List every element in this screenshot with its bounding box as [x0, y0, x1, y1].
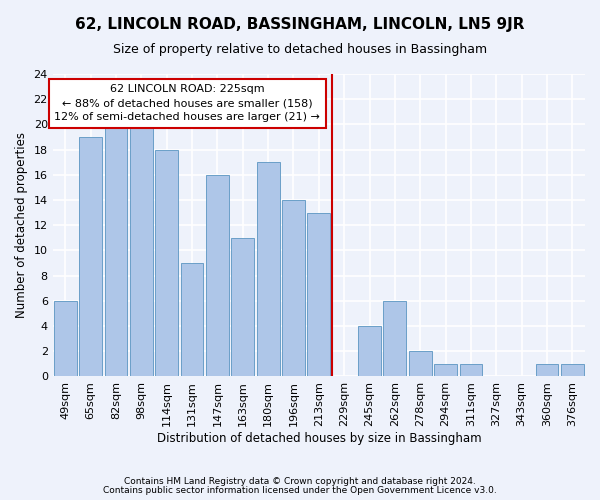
- Y-axis label: Number of detached properties: Number of detached properties: [15, 132, 28, 318]
- Bar: [232, 238, 254, 376]
- Text: Contains public sector information licensed under the Open Government Licence v3: Contains public sector information licen…: [103, 486, 497, 495]
- Text: 62 LINCOLN ROAD: 225sqm
← 88% of detached houses are smaller (158)
12% of semi-d: 62 LINCOLN ROAD: 225sqm ← 88% of detache…: [54, 84, 320, 122]
- X-axis label: Distribution of detached houses by size in Bassingham: Distribution of detached houses by size …: [157, 432, 481, 445]
- Bar: [383, 301, 406, 376]
- Text: Contains HM Land Registry data © Crown copyright and database right 2024.: Contains HM Land Registry data © Crown c…: [124, 477, 476, 486]
- Bar: [561, 364, 584, 376]
- Bar: [79, 137, 102, 376]
- Bar: [409, 352, 431, 376]
- Bar: [282, 200, 305, 376]
- Bar: [358, 326, 381, 376]
- Bar: [155, 150, 178, 376]
- Bar: [257, 162, 280, 376]
- Bar: [54, 301, 77, 376]
- Bar: [181, 263, 203, 376]
- Bar: [130, 124, 153, 376]
- Text: 62, LINCOLN ROAD, BASSINGHAM, LINCOLN, LN5 9JR: 62, LINCOLN ROAD, BASSINGHAM, LINCOLN, L…: [75, 18, 525, 32]
- Bar: [460, 364, 482, 376]
- Text: Size of property relative to detached houses in Bassingham: Size of property relative to detached ho…: [113, 42, 487, 56]
- Bar: [104, 124, 127, 376]
- Bar: [434, 364, 457, 376]
- Bar: [307, 212, 330, 376]
- Bar: [536, 364, 559, 376]
- Bar: [206, 175, 229, 376]
